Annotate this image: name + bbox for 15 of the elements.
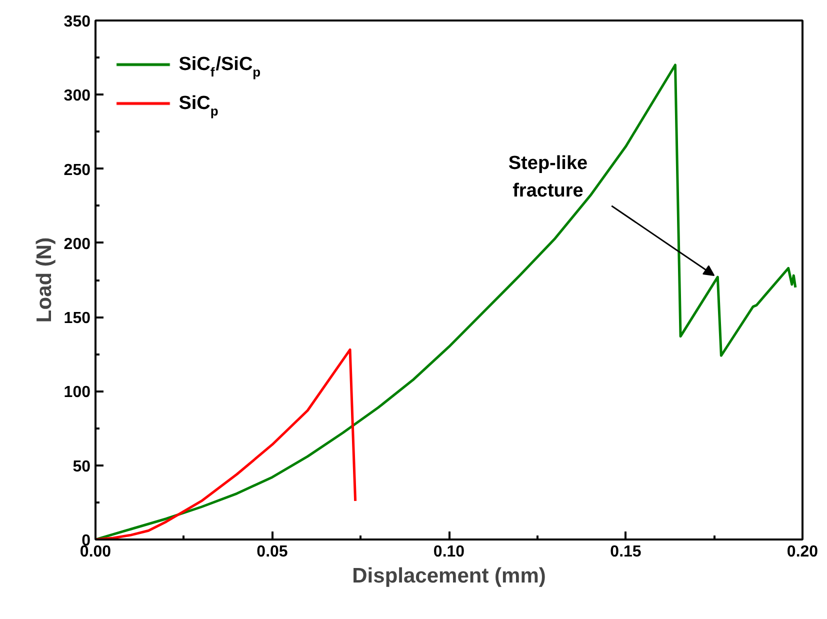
y-tick-label: 200 [64, 236, 91, 253]
annotation: Step-like fracture [508, 153, 588, 202]
y-tick-label: 100 [64, 384, 91, 402]
y-tick-label: 150 [64, 310, 91, 328]
x-tick-label: 0.20 [786, 544, 818, 560]
y-tick-label: 300 [64, 88, 91, 105]
y-tick-label: 50 [72, 458, 91, 476]
y-axis-title: Load (N) [32, 237, 56, 323]
x-tick-label: 0.10 [433, 544, 465, 560]
line-series [96, 348, 357, 540]
x-axis-title: Displacement (mm) [352, 564, 546, 588]
y-tick-label: 250 [64, 162, 91, 179]
x-tick-label: 0.15 [610, 544, 642, 560]
y-tick-label: 350 [64, 14, 91, 30]
x-tick-label: 0.05 [256, 544, 288, 560]
